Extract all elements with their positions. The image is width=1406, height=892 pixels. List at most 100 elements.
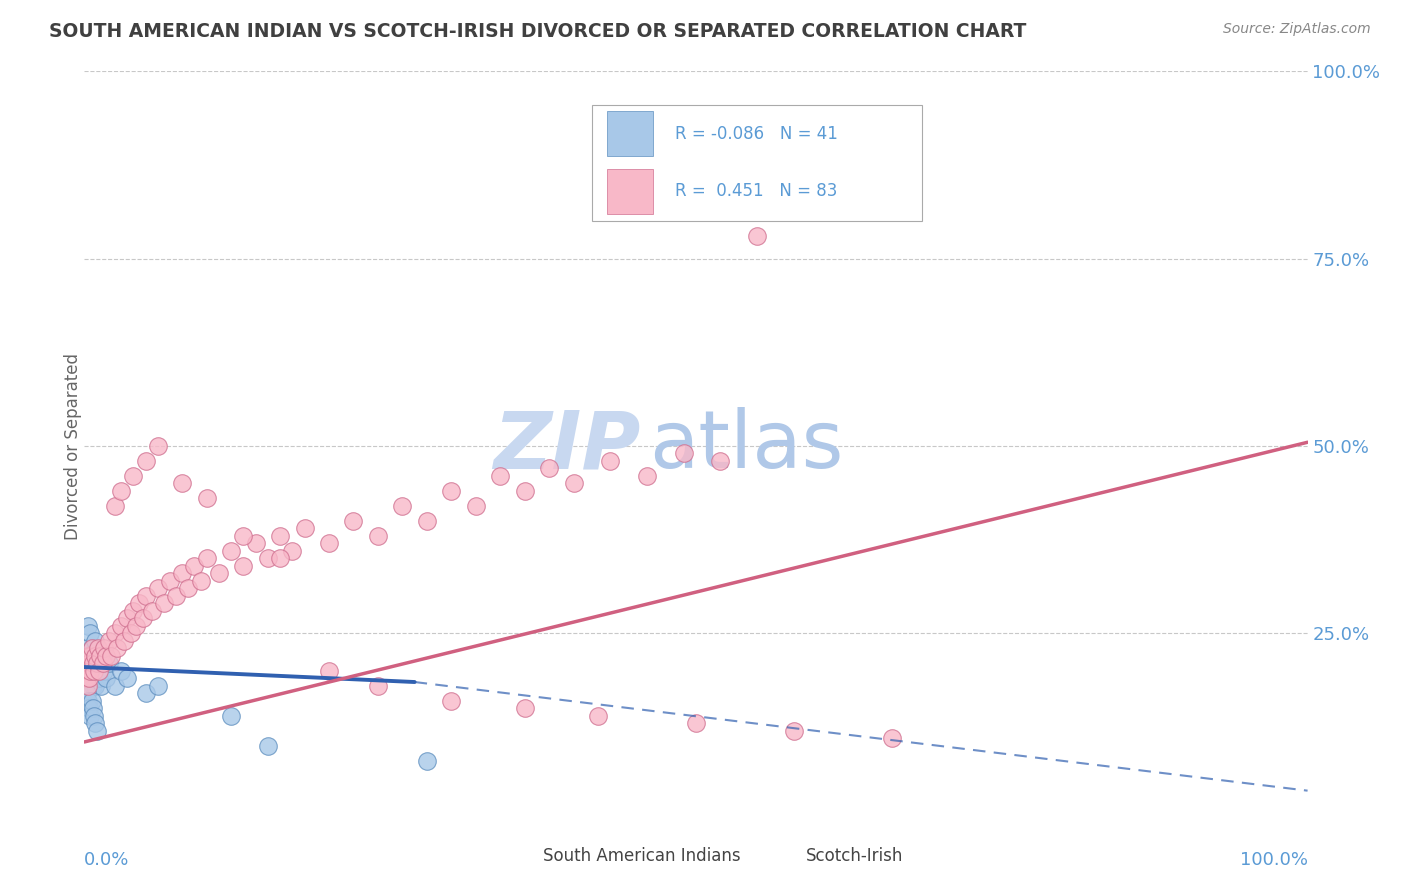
Point xyxy=(87,648,110,663)
Point xyxy=(83,657,105,671)
Point xyxy=(77,648,100,663)
Point xyxy=(79,648,101,663)
Point xyxy=(100,648,122,663)
Point xyxy=(672,446,695,460)
Point xyxy=(440,483,463,498)
Point xyxy=(190,574,212,588)
Point xyxy=(76,641,98,656)
Point xyxy=(86,723,108,738)
FancyBboxPatch shape xyxy=(592,105,922,221)
Point xyxy=(195,551,218,566)
Text: SOUTH AMERICAN INDIAN VS SCOTCH-IRISH DIVORCED OR SEPARATED CORRELATION CHART: SOUTH AMERICAN INDIAN VS SCOTCH-IRISH DI… xyxy=(49,22,1026,41)
Point xyxy=(586,708,609,723)
Point xyxy=(79,664,101,678)
Point xyxy=(416,514,439,528)
Point xyxy=(141,604,163,618)
Point xyxy=(257,551,280,566)
Point xyxy=(685,716,707,731)
Point xyxy=(80,671,103,685)
Point xyxy=(146,439,169,453)
Point xyxy=(440,694,463,708)
Text: 0.0%: 0.0% xyxy=(84,851,129,869)
Point xyxy=(87,664,110,678)
Point xyxy=(79,664,101,678)
Point xyxy=(120,626,142,640)
Point xyxy=(87,641,110,656)
Point xyxy=(562,476,585,491)
Point xyxy=(97,657,120,671)
Point xyxy=(80,694,103,708)
Point xyxy=(183,558,205,573)
Point xyxy=(89,657,111,671)
Point xyxy=(84,648,107,663)
Point xyxy=(82,657,104,671)
Point xyxy=(367,679,389,693)
Point xyxy=(77,701,100,715)
Point xyxy=(269,529,291,543)
Bar xyxy=(606,112,654,156)
Point xyxy=(80,641,103,656)
Point xyxy=(513,483,536,498)
Point xyxy=(208,566,231,581)
Bar xyxy=(606,169,654,214)
Point xyxy=(165,589,187,603)
Point xyxy=(125,619,148,633)
Point xyxy=(219,708,242,723)
Point xyxy=(110,664,132,678)
Point xyxy=(391,499,413,513)
Point xyxy=(104,499,127,513)
Text: 100.0%: 100.0% xyxy=(1240,851,1308,869)
Point xyxy=(104,626,127,640)
Point xyxy=(83,664,105,678)
Point xyxy=(153,596,176,610)
Point xyxy=(783,723,806,738)
Point xyxy=(232,529,254,543)
Point xyxy=(84,716,107,731)
Point xyxy=(128,596,150,610)
Point xyxy=(96,671,118,685)
Text: atlas: atlas xyxy=(650,407,844,485)
Point xyxy=(599,454,621,468)
Point xyxy=(90,679,112,693)
Point xyxy=(76,664,98,678)
Y-axis label: Divorced or Separated: Divorced or Separated xyxy=(65,352,82,540)
Point xyxy=(77,671,100,685)
Point xyxy=(538,461,561,475)
Point xyxy=(513,701,536,715)
Point xyxy=(110,619,132,633)
Point xyxy=(880,731,903,746)
Point xyxy=(77,679,100,693)
Point xyxy=(97,633,120,648)
Point xyxy=(135,454,157,468)
Text: R =  0.451   N = 83: R = 0.451 N = 83 xyxy=(675,182,838,200)
Point xyxy=(79,626,101,640)
Point xyxy=(135,686,157,700)
Point xyxy=(115,611,138,625)
Point xyxy=(709,454,731,468)
Point xyxy=(105,641,128,656)
Point xyxy=(115,671,138,685)
Point xyxy=(104,679,127,693)
Point xyxy=(122,604,145,618)
Point xyxy=(86,664,108,678)
Point xyxy=(77,657,100,671)
Point xyxy=(82,679,104,693)
Point xyxy=(77,648,100,663)
Point xyxy=(77,657,100,671)
Point xyxy=(76,686,98,700)
Point xyxy=(219,544,242,558)
Point xyxy=(245,536,267,550)
Point xyxy=(84,633,107,648)
Point xyxy=(747,229,769,244)
Point xyxy=(83,664,105,678)
Point xyxy=(367,529,389,543)
Point xyxy=(75,657,97,671)
Point xyxy=(146,582,169,596)
Point xyxy=(177,582,200,596)
Point xyxy=(146,679,169,693)
Point xyxy=(636,469,658,483)
Point xyxy=(79,708,101,723)
Point xyxy=(80,641,103,656)
Point xyxy=(489,469,512,483)
Point xyxy=(82,701,104,715)
